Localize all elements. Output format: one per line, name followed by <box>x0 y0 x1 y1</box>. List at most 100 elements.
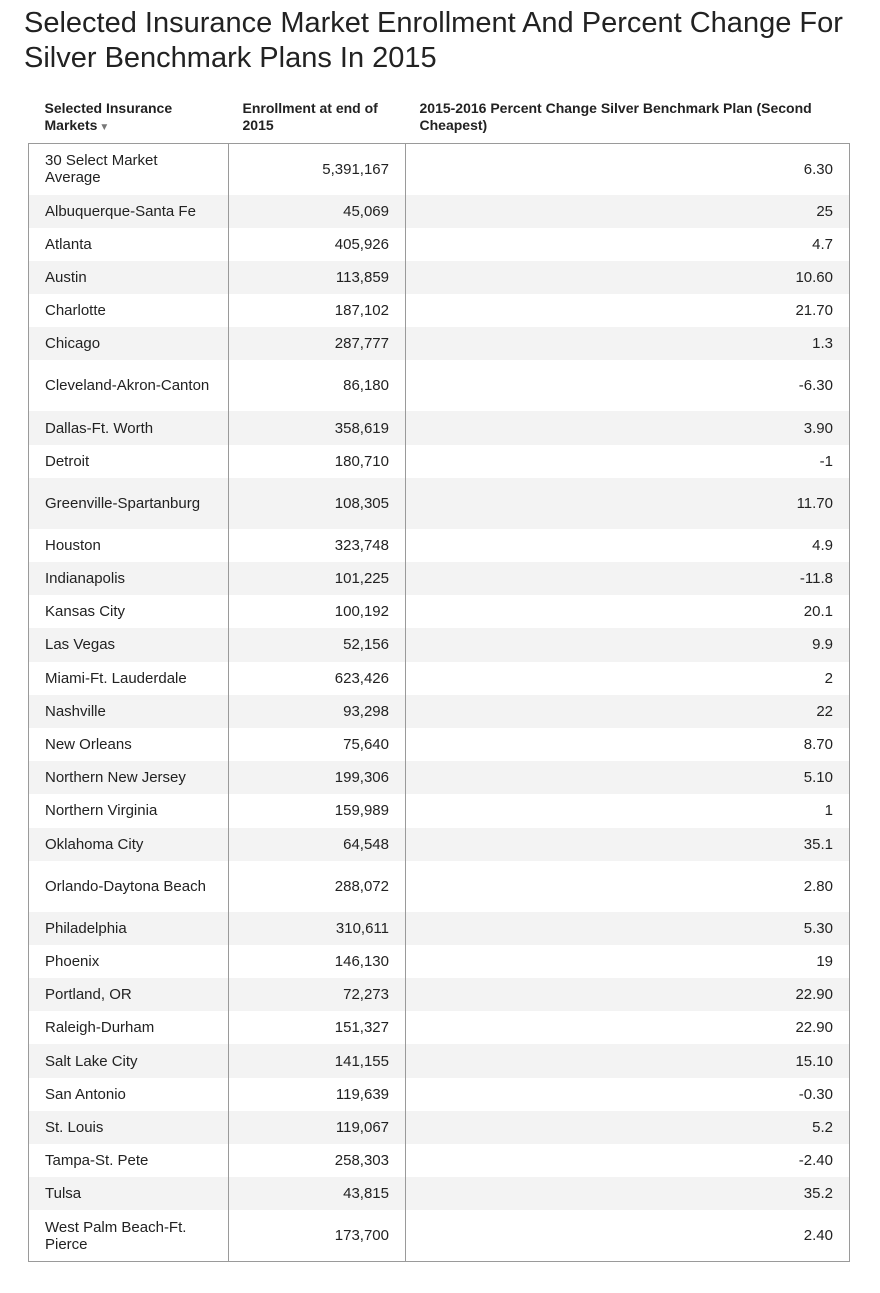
percent-change-cell: -6.30 <box>405 360 850 412</box>
market-cell: Atlanta <box>45 235 92 253</box>
market-cell: Salt Lake City <box>28 1044 229 1078</box>
enrollment-cell: 45,069 <box>228 194 406 228</box>
percent-change-cell: 19 <box>405 944 850 979</box>
data-table-container: Selected Insurance Markets ▼ Enrollment a… <box>28 96 850 1262</box>
enrollment-cell: 5,391,167 <box>228 143 406 195</box>
table-row: Northern New Jersey 199,306 5.10 <box>28 761 850 795</box>
percent-change-cell: 2 <box>405 661 850 695</box>
percent-change-cell: 2.40 <box>405 1210 850 1262</box>
market-cell: Kansas City <box>45 603 126 621</box>
market-cell: Oklahoma City <box>28 827 229 861</box>
market-cell: Tampa-St. Pete <box>45 1152 149 1170</box>
sort-descending-icon[interactable]: ▼ <box>99 122 110 133</box>
enrollment-cell: 358,619 <box>228 411 406 445</box>
table-row: Charlotte 187,102 21.70 <box>29 294 850 328</box>
enrollment-cell: 64,548 <box>228 827 406 861</box>
percent-change-cell: 1 <box>405 794 850 828</box>
percent-change-cell: 22 <box>405 694 850 728</box>
enrollment-cell: 93,298 <box>228 694 406 728</box>
table-row: Greenville-Spartanburg 108,305 11.70 <box>28 477 850 529</box>
table-row: Cleveland-Akron-Canton 86,180 -6.30 <box>29 360 850 412</box>
percent-change-cell: 21.70 <box>405 294 850 328</box>
market-cell: Northern New Jersey <box>28 761 229 795</box>
column-header-market[interactable]: Selected Insurance Markets ▼ <box>29 96 229 144</box>
percent-change-cell: 5.10 <box>405 761 850 795</box>
percent-change-cell: 15.10 <box>405 1044 850 1078</box>
market-cell: Portland, OR <box>28 978 229 1012</box>
market-cell: Tulsa <box>28 1177 229 1211</box>
table-row: Philadelphia 310,611 5.30 <box>28 911 850 945</box>
percent-change-cell: 4.7 <box>405 227 850 261</box>
percent-change-cell: 6.30 <box>405 143 850 195</box>
table-row: Albuquerque-Santa Fe 45,069 25 <box>28 194 850 228</box>
enrollment-cell: 72,273 <box>228 978 406 1012</box>
percent-change-cell: 22.90 <box>405 1011 850 1045</box>
percent-change-cell: 22.90 <box>405 978 850 1012</box>
market-cell: Raleigh-Durham <box>45 1019 155 1037</box>
percent-change-cell: -2.40 <box>405 1144 850 1178</box>
enrollment-cell: 113,859 <box>228 260 406 295</box>
enrollment-cell: 108,305 <box>228 477 406 529</box>
enrollment-cell: 199,306 <box>228 761 406 795</box>
data-table: Selected Insurance Markets ▼ Enrollment a… <box>28 96 850 1262</box>
table-row: Dallas-Ft. Worth 358,619 3.90 <box>28 411 850 445</box>
market-cell: Miami-Ft. Lauderdale <box>45 669 187 687</box>
percent-change-cell: 3.90 <box>405 411 850 445</box>
market-cell: Indianapolis <box>28 562 229 596</box>
market-cell: Phoenix <box>45 952 100 970</box>
percent-change-cell: 5.2 <box>405 1110 850 1144</box>
enrollment-cell: 119,639 <box>228 1077 406 1111</box>
market-cell: 30 Select Market Average <box>45 152 158 187</box>
table-row: Detroit 180,710 -1 <box>29 444 850 478</box>
market-cell: Nashville <box>28 694 229 728</box>
percent-change-cell: 2.80 <box>405 860 850 912</box>
enrollment-cell: 119,067 <box>228 1110 406 1144</box>
market-cell: St. Louis <box>28 1110 229 1144</box>
percent-change-cell: 35.2 <box>405 1177 850 1211</box>
column-header-enrollment[interactable]: Enrollment at end of 2015 <box>229 96 406 144</box>
market-cell: Philadelphia <box>28 911 229 945</box>
column-header-percent-change[interactable]: 2015-2016 Percent Change Silver Benchmar… <box>406 96 850 144</box>
table-row: West Palm Beach-Ft. Pierce 173,700 2.40 <box>28 1210 850 1262</box>
market-cell: Northern Virginia <box>45 802 158 820</box>
enrollment-cell: 323,748 <box>228 528 406 562</box>
table-body: 30 Select Market Average 5,391,167 6.30 … <box>28 143 850 1262</box>
table-row: San Antonio 119,639 -0.30 <box>29 1077 850 1111</box>
enrollment-cell: 623,426 <box>228 661 406 695</box>
percent-change-cell: -11.8 <box>405 562 850 596</box>
market-cell: Chicago <box>28 327 229 361</box>
market-cell: San Antonio <box>45 1085 126 1103</box>
market-cell: Greenville-Spartanburg <box>28 477 229 529</box>
market-cell: Orlando-Daytona Beach <box>45 877 206 895</box>
enrollment-cell: 258,303 <box>228 1144 406 1178</box>
table-row: Atlanta 405,926 4.7 <box>29 227 850 261</box>
market-cell: Detroit <box>45 452 90 470</box>
table-row: 30 Select Market Average 5,391,167 6.30 <box>29 143 850 195</box>
table-row: Raleigh-Durham 151,327 22.90 <box>29 1011 850 1045</box>
table-row: Portland, OR 72,273 22.90 <box>28 978 850 1012</box>
page-title: Selected Insurance Market Enrollment And… <box>24 7 843 74</box>
percent-change-cell: 20.1 <box>405 595 850 629</box>
enrollment-cell: 146,130 <box>228 944 406 979</box>
market-cell: Dallas-Ft. Worth <box>28 411 229 445</box>
table-header: Selected Insurance Markets ▼ Enrollment a… <box>29 96 850 144</box>
table-row: Miami-Ft. Lauderdale 623,426 2 <box>29 661 850 695</box>
column-header-enrollment-label: Enrollment at end of 2015 <box>242 100 378 133</box>
market-cell: Charlotte <box>45 302 106 320</box>
enrollment-cell: 405,926 <box>228 227 406 261</box>
enrollment-cell: 288,072 <box>228 860 406 912</box>
market-cell: West Palm Beach-Ft. Pierce <box>28 1210 229 1262</box>
table-row: Indianapolis 101,225 -11.8 <box>28 562 850 596</box>
enrollment-cell: 75,640 <box>228 727 406 762</box>
enrollment-cell: 43,815 <box>228 1177 406 1211</box>
table-row: Chicago 287,777 1.3 <box>28 327 850 361</box>
enrollment-cell: 86,180 <box>228 360 406 412</box>
enrollment-cell: 52,156 <box>228 628 406 662</box>
percent-change-cell: 9.9 <box>405 628 850 662</box>
column-header-percent-change-label: 2015-2016 Percent Change Silver Benchmar… <box>419 100 812 133</box>
table-row: Phoenix 146,130 19 <box>29 944 850 979</box>
market-cell: Cleveland-Akron-Canton <box>45 377 210 395</box>
percent-change-cell: 25 <box>405 194 850 228</box>
enrollment-cell: 141,155 <box>228 1044 406 1078</box>
percent-change-cell: -0.30 <box>405 1077 850 1111</box>
